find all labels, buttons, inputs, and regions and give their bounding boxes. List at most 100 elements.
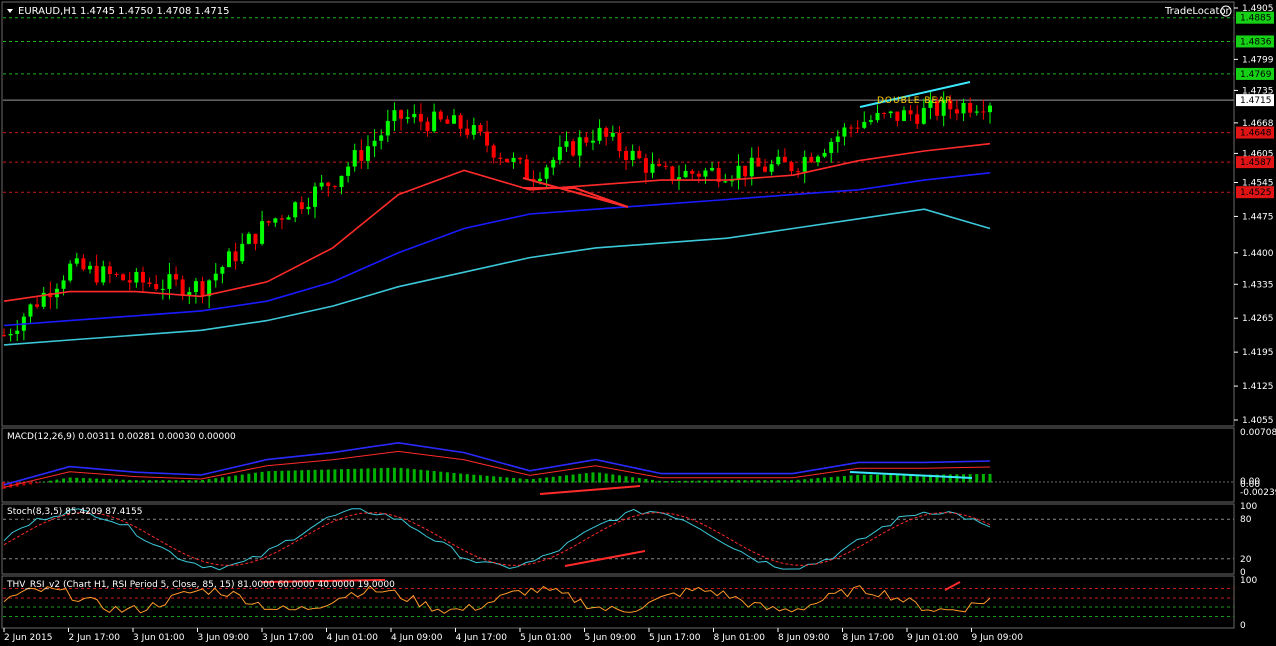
macd-histogram-bar — [578, 473, 582, 483]
candle-body — [696, 173, 701, 177]
macd-histogram-bar — [928, 474, 932, 483]
candle-body — [107, 266, 112, 274]
time-tick-label: 4 Jun 01:00 — [327, 633, 379, 643]
macd-histogram-bar — [472, 474, 476, 483]
candle-body — [650, 163, 655, 173]
candle-body — [88, 265, 93, 270]
stoch-panel[interactable] — [1, 503, 1235, 575]
candle-body — [147, 282, 152, 284]
candle-body — [882, 112, 887, 114]
candle-body — [445, 119, 450, 124]
candle-body — [432, 111, 437, 132]
price-tick-label: 1.4605 — [1242, 149, 1274, 159]
stoch-signal-line — [3, 512, 991, 566]
price-tick-label: 1.4055 — [1242, 416, 1274, 426]
candle-body — [365, 146, 370, 161]
macd-histogram-bar — [882, 474, 886, 483]
macd-histogram-bar — [280, 470, 284, 483]
candle-body — [901, 110, 906, 121]
macd-panel[interactable] — [1, 427, 1235, 503]
macd-histogram-bar — [743, 480, 747, 483]
bear-divergence-macd-line — [849, 471, 973, 479]
rsi-label: THV_RSI_v2 (Chart H1, RSI Period 5, Clos… — [6, 580, 395, 590]
macd-histogram-bar — [194, 480, 198, 483]
candle-body — [888, 111, 893, 114]
candle-body — [663, 165, 668, 167]
time-tick-label: 3 Jun 17:00 — [262, 633, 314, 643]
macd-histogram-bar — [313, 469, 317, 483]
macd-histogram-bar — [737, 480, 741, 483]
candle-body — [61, 280, 66, 289]
candle-body — [756, 157, 761, 167]
macd-histogram-bar — [81, 478, 85, 483]
macd-histogram-bar — [816, 478, 820, 483]
candle-body — [981, 111, 986, 113]
macd-histogram-bar — [988, 473, 992, 483]
candle-body — [352, 150, 357, 167]
macd-histogram-bar — [326, 469, 330, 483]
macd-histogram-bar — [604, 473, 608, 483]
candle-body — [465, 128, 470, 135]
candle-body — [359, 150, 364, 161]
macd-histogram-bar — [750, 480, 754, 483]
candle-body — [915, 114, 920, 124]
candle-body — [524, 159, 529, 179]
time-tick-label: 9 Jun 01:00 — [907, 633, 959, 643]
macd-histogram-bar — [88, 478, 92, 483]
candle-body — [988, 105, 992, 113]
macd-histogram-bar — [935, 474, 939, 483]
candle-body — [683, 170, 688, 178]
candle-body — [862, 121, 867, 128]
level-label: 1.4769 — [1240, 70, 1272, 80]
candle-body — [485, 131, 490, 146]
macd-histogram-bar — [836, 476, 840, 483]
macd-histogram-bar — [426, 470, 430, 483]
macd-histogram-bar — [975, 474, 979, 483]
price-tick-label: 1.4905 — [1242, 4, 1274, 14]
candle-body — [140, 271, 145, 283]
candle-body — [399, 110, 404, 119]
rsi-panel[interactable] — [1, 575, 1235, 629]
macd-histogram-bar — [909, 474, 913, 483]
macd-histogram-bar — [419, 469, 423, 483]
macd-histogram-bar — [353, 468, 357, 483]
macd-histogram-bar — [359, 468, 363, 483]
candle-body — [935, 100, 940, 116]
candle-body — [802, 156, 807, 172]
time-tick-label: 8 Jun 17:00 — [843, 633, 895, 643]
candle-body — [842, 127, 847, 137]
macd-histogram-bar — [386, 467, 390, 483]
candle-body — [187, 292, 192, 296]
macd-histogram-bar — [684, 480, 688, 483]
time-tick-label: 5 Jun 01:00 — [520, 633, 572, 643]
macd-histogram-bar — [306, 470, 310, 483]
candle-body — [458, 115, 463, 129]
macd-histogram-bar — [167, 480, 171, 483]
current-price-label: 1.4715 — [1240, 96, 1272, 106]
candle-body — [306, 206, 311, 210]
macd-histogram-bar — [823, 477, 827, 483]
trade-locator-icon[interactable] — [1220, 5, 1232, 17]
macd-histogram-bar — [2, 482, 6, 489]
macd-histogram-bar — [895, 474, 899, 483]
macd-histogram-bar — [485, 475, 489, 483]
macd-histogram-bar — [644, 478, 648, 483]
candle-body — [266, 221, 271, 223]
candle-body — [200, 281, 205, 297]
candle-body — [815, 156, 820, 163]
time-tick-label: 9 Jun 09:00 — [972, 633, 1024, 643]
ohlc-readout: 1.4745 1.4750 1.4708 1.4715 — [80, 6, 230, 17]
candle-body — [418, 113, 423, 122]
macd-histogram-bar — [300, 470, 304, 483]
chevron-down-icon[interactable] — [7, 9, 13, 13]
candle-body — [716, 167, 721, 182]
macd-histogram-bar — [651, 479, 655, 483]
candle-body — [849, 127, 854, 129]
candle-body — [226, 251, 231, 268]
candle-body — [81, 258, 86, 270]
candle-body — [624, 150, 629, 161]
candle-body — [94, 265, 99, 283]
candle-body — [478, 125, 483, 132]
price-panel[interactable] — [1, 1, 1235, 427]
